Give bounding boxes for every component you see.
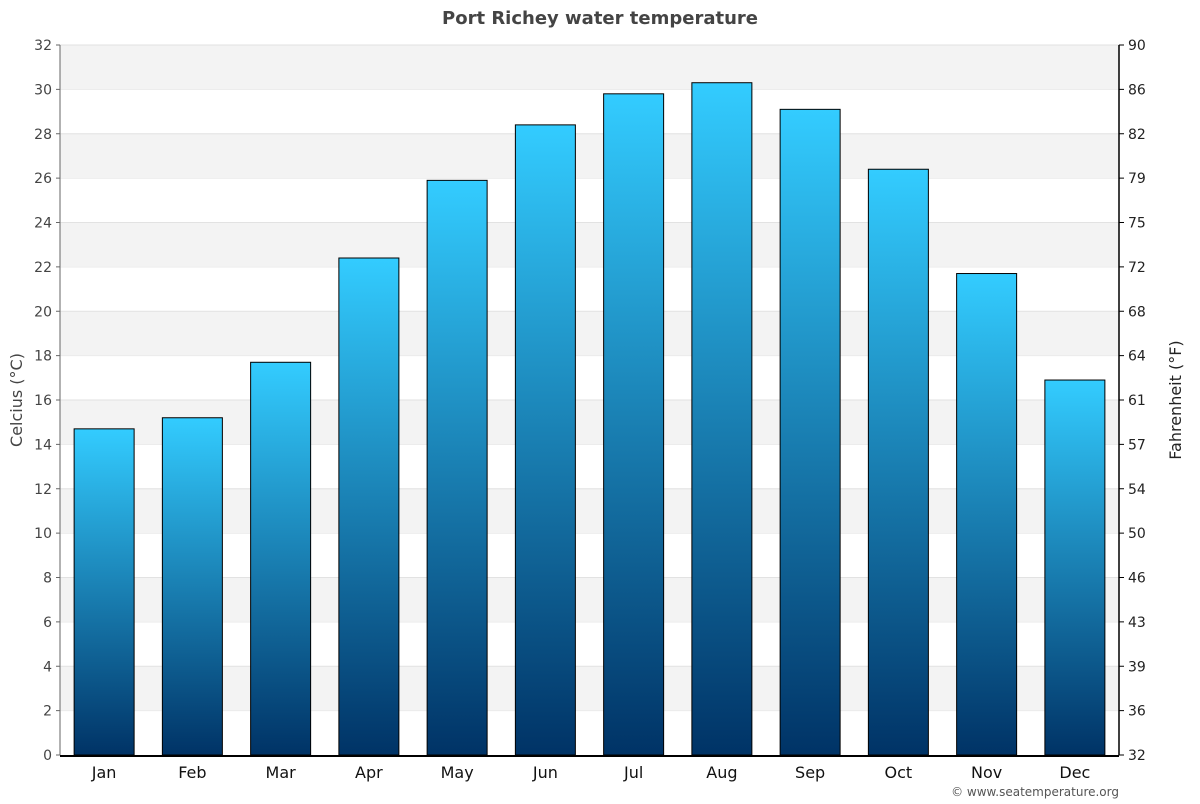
y-tick-label: 26 bbox=[34, 171, 52, 187]
x-tick-label: Nov bbox=[971, 763, 1002, 782]
x-tick-label: Aug bbox=[706, 763, 737, 782]
y2-tick-label: 32 bbox=[1128, 748, 1146, 764]
y2-tick-label: 50 bbox=[1128, 526, 1146, 542]
y2-tick-label: 36 bbox=[1128, 704, 1146, 720]
y-tick-label: 6 bbox=[43, 615, 52, 631]
y-tick-label: 22 bbox=[34, 260, 52, 276]
bar-apr bbox=[338, 257, 400, 756]
y2-tick-label: 61 bbox=[1128, 393, 1146, 409]
x-tick-label: Jun bbox=[532, 763, 558, 782]
y-tick-label: 2 bbox=[43, 704, 52, 720]
x-tick-label: Oct bbox=[885, 763, 913, 782]
x-tick-label: Jan bbox=[91, 763, 117, 782]
y-tick-label: 32 bbox=[34, 38, 52, 54]
y2-tick-label: 39 bbox=[1128, 659, 1146, 675]
y-tick-label: 14 bbox=[34, 437, 52, 453]
x-tick-label: Jul bbox=[623, 763, 643, 782]
y2-tick-label: 82 bbox=[1128, 127, 1146, 143]
bar-sep bbox=[779, 108, 841, 756]
y2-tick-label: 75 bbox=[1128, 216, 1146, 232]
grid-band bbox=[60, 577, 1119, 622]
bar-mar bbox=[250, 361, 312, 756]
bar-dec bbox=[1044, 379, 1106, 756]
grid-band bbox=[60, 488, 1119, 534]
y-tick-label: 24 bbox=[34, 216, 52, 232]
footer-credit: © www.seatemperature.org bbox=[951, 785, 1119, 799]
bar-oct bbox=[867, 168, 929, 756]
x-tick-label: Mar bbox=[266, 763, 297, 782]
y2-tick-label: 57 bbox=[1128, 437, 1146, 453]
y2-axis-label: Fahrenheit (°F) bbox=[1166, 340, 1185, 459]
y2-tick-label: 46 bbox=[1128, 571, 1146, 587]
y-tick-label: 4 bbox=[43, 659, 52, 675]
y-tick-label: 30 bbox=[34, 82, 52, 98]
x-tick-label: Feb bbox=[178, 763, 206, 782]
y-tick-label: 28 bbox=[34, 127, 52, 143]
bar-jan bbox=[73, 428, 135, 756]
grid-band bbox=[60, 666, 1119, 711]
x-tick-label: May bbox=[441, 763, 474, 782]
y2-tick-label: 72 bbox=[1128, 260, 1146, 276]
y2-tick-label: 86 bbox=[1128, 82, 1146, 98]
chart-title: Port Richey water temperature bbox=[442, 8, 758, 29]
y2-tick-label: 54 bbox=[1128, 482, 1146, 498]
grid-band bbox=[60, 222, 1119, 267]
bar-aug bbox=[691, 82, 753, 756]
y2-tick-label: 43 bbox=[1128, 615, 1146, 631]
grid-band bbox=[60, 400, 1119, 445]
y-tick-label: 12 bbox=[34, 482, 52, 498]
grid-band bbox=[60, 133, 1119, 179]
y-tick-label: 10 bbox=[34, 526, 52, 542]
x-tick-label: Apr bbox=[355, 763, 383, 782]
bar-jun bbox=[514, 124, 576, 756]
y2-tick-label: 90 bbox=[1128, 38, 1146, 54]
y2-tick-label: 79 bbox=[1128, 171, 1146, 187]
bar-may bbox=[426, 179, 488, 756]
y2-tick-label: 68 bbox=[1128, 304, 1146, 320]
bar-nov bbox=[956, 273, 1018, 756]
y-tick-label: 16 bbox=[34, 393, 52, 409]
x-tick-label: Dec bbox=[1059, 763, 1090, 782]
y2-tick-label: 64 bbox=[1128, 349, 1146, 365]
grid-band bbox=[60, 45, 1119, 90]
y-tick-label: 8 bbox=[43, 571, 52, 587]
bar-jul bbox=[603, 93, 665, 756]
y-tick-label: 0 bbox=[43, 748, 52, 764]
y-tick-label: 20 bbox=[34, 304, 52, 320]
bar-feb bbox=[161, 417, 223, 756]
y-tick-label: 18 bbox=[34, 349, 52, 365]
y-axis-label: Celcius (°C) bbox=[7, 353, 26, 447]
grid-band bbox=[60, 311, 1119, 356]
x-tick-label: Sep bbox=[795, 763, 825, 782]
